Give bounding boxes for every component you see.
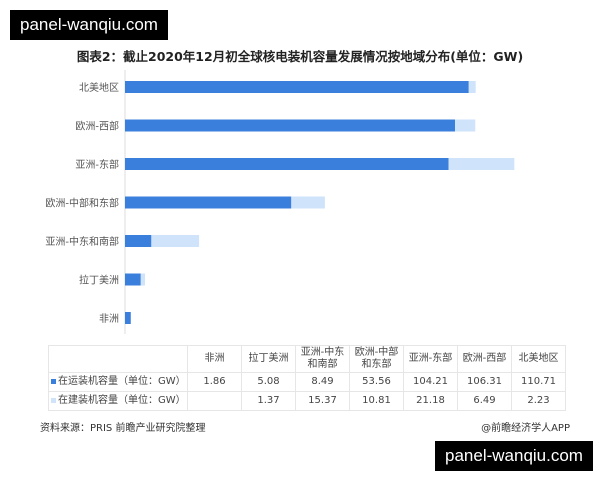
bar-in-operation xyxy=(125,158,449,170)
credit: @前瞻经济学人APP xyxy=(481,423,570,434)
category-label: 亚洲-中东和南部 xyxy=(45,235,119,248)
table-header: 北美地区 xyxy=(511,345,566,373)
bar-under-construction xyxy=(140,273,146,286)
series-label: 在建装机容量（单位：GW） xyxy=(48,391,188,411)
bar-in-operation xyxy=(125,312,131,324)
category-label: 拉丁美洲 xyxy=(79,274,119,287)
table-header: 非洲 xyxy=(187,345,242,373)
data-table: 非洲 拉丁美洲 亚洲-中东 和南部 欧洲-中部 和东部 亚洲-东部 欧洲-西部 北美地区 在运装机… xyxy=(48,345,566,411)
bar-under-construction xyxy=(448,158,515,170)
table-cell: 1.37 xyxy=(241,391,296,411)
category-label: 欧洲-西部 xyxy=(75,120,119,133)
legend-swatch xyxy=(51,397,56,403)
source-note: 资料来源：PRIS 前瞻产业研究院整理 xyxy=(40,423,206,434)
table-cell: 106.31 xyxy=(457,372,512,392)
table-cell: 6.49 xyxy=(457,391,512,411)
category-label: 北美地区 xyxy=(79,81,119,94)
table-cell: 10.81 xyxy=(349,391,404,411)
table-cell xyxy=(187,391,242,411)
watermark-bottom: panel-wanqiu.com xyxy=(435,441,593,471)
bar-in-operation xyxy=(125,119,456,132)
bar-in-operation xyxy=(125,235,152,247)
table-cell: 104.21 xyxy=(403,372,458,392)
table-cell: 2.23 xyxy=(511,391,566,411)
category-label: 非洲 xyxy=(99,313,119,325)
table-cell: 53.56 xyxy=(349,372,404,392)
category-label: 亚洲-东部 xyxy=(75,158,119,171)
bar-in-operation xyxy=(125,273,141,286)
table-row: 在运装机容量（单位：GW） 1.86 5.08 8.49 53.56 104.21 106.… xyxy=(48,372,566,392)
table-header: 亚洲-中东 和南部 xyxy=(295,345,350,373)
legend-swatch xyxy=(51,378,56,384)
bar-under-construction xyxy=(455,119,476,132)
watermark-top: panel-wanqiu.com xyxy=(10,10,168,40)
bar-under-construction xyxy=(151,235,200,247)
category-label: 欧洲-中部和东部 xyxy=(45,197,119,210)
chart-title: 图表2：截止2020年12月初全球核电装机容量发展情况按地域分布(单位：GW) xyxy=(76,49,524,64)
table-row: 在建装机容量（单位：GW） 1.37 15.37 10.81 21.18 6.49 2.23 xyxy=(48,391,566,411)
bar-in-operation xyxy=(125,81,469,93)
table-header: 拉丁美洲 xyxy=(241,345,296,373)
table-cell: 110.71 xyxy=(511,372,566,392)
bar-under-construction xyxy=(291,196,325,209)
series-label: 在运装机容量（单位：GW） xyxy=(48,372,188,392)
table-cell: 5.08 xyxy=(241,372,296,392)
table-cell: 8.49 xyxy=(295,372,350,392)
table-header: 亚洲-东部 xyxy=(403,345,458,373)
table-cell: 15.37 xyxy=(295,391,350,411)
table-corner xyxy=(48,345,188,373)
table-cell: 21.18 xyxy=(403,391,458,411)
table-cell: 1.86 xyxy=(187,372,242,392)
bar-under-construction xyxy=(468,81,476,93)
table-header: 欧洲-西部 xyxy=(457,345,512,373)
bar-in-operation xyxy=(125,196,292,209)
table-header: 欧洲-中部 和东部 xyxy=(349,345,404,373)
